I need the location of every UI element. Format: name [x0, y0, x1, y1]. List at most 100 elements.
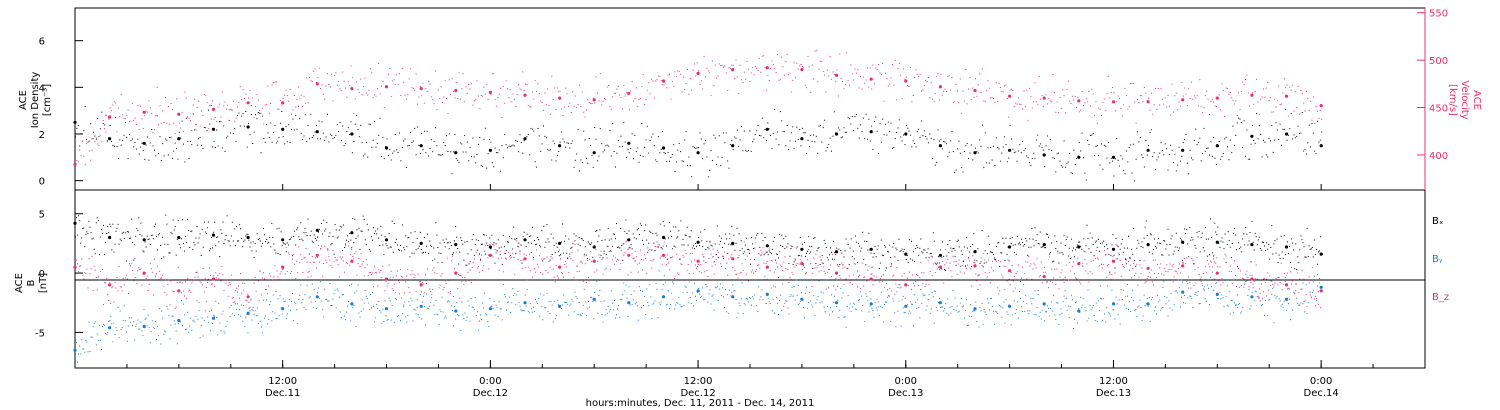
- scatter-dot: [317, 292, 318, 294]
- scatter-dot: [736, 227, 738, 229]
- scatter-dot: [461, 143, 463, 145]
- scatter-dot: [766, 251, 768, 253]
- scatter-dot: [926, 251, 928, 253]
- scatter-dot: [599, 229, 601, 231]
- scatter-dot: [112, 223, 114, 225]
- scatter-dot: [813, 237, 815, 239]
- scatter-dot: [1058, 323, 1060, 325]
- scatter-dot: [1244, 244, 1246, 246]
- scatter-dot: [114, 243, 116, 245]
- scatter-dot: [271, 280, 273, 281]
- scatter-dot: [290, 272, 291, 274]
- scatter-dot: [1076, 106, 1078, 108]
- scatter-dot: [993, 98, 994, 99]
- scatter-dot: [888, 251, 890, 253]
- scatter-dot: [218, 303, 220, 304]
- scatter-dot: [939, 99, 940, 101]
- scatter-dot: [702, 287, 704, 289]
- scatter-dot: [1087, 238, 1089, 240]
- scatter-dot: [1020, 152, 1022, 154]
- scatter-dot: [652, 133, 654, 135]
- scatter-dot: [713, 261, 715, 263]
- scatter-dot: [688, 273, 690, 275]
- scatter-dot: [667, 152, 669, 154]
- scatter-dot: [284, 94, 286, 96]
- scatter-dot: [990, 147, 992, 149]
- scatter-dot: [845, 326, 847, 328]
- scatter-dot: [216, 120, 218, 122]
- scatter-dot: [228, 282, 230, 284]
- scatter-dot: [693, 282, 695, 284]
- scatter-dot: [145, 110, 147, 112]
- scatter-dot: [517, 259, 519, 261]
- scatter-dot: [711, 159, 713, 161]
- scatter-dot: [326, 221, 328, 223]
- scatter-dot: [1263, 88, 1264, 90]
- scatter-dot: [519, 134, 521, 136]
- scatter-dot: [1222, 241, 1224, 243]
- scatter-dot: [807, 139, 809, 141]
- scatter-dot: [1227, 231, 1229, 233]
- scatter-dot: [544, 92, 546, 94]
- scatter-dot: [998, 242, 1000, 243]
- data-point: [211, 277, 216, 281]
- scatter-dot: [504, 253, 506, 255]
- scatter-dot: [934, 164, 936, 166]
- scatter-dot: [1127, 295, 1128, 297]
- scatter-dot: [224, 150, 226, 152]
- scatter-dot: [624, 230, 626, 232]
- scatter-dot: [296, 309, 298, 311]
- scatter-dot: [475, 162, 477, 164]
- scatter-dot: [876, 248, 878, 250]
- scatter-dot: [334, 257, 336, 258]
- scatter-dot: [336, 237, 338, 239]
- scatter-dot: [859, 245, 860, 247]
- scatter-dot: [1268, 138, 1270, 140]
- scatter-dot: [732, 149, 734, 151]
- scatter-dot: [400, 160, 402, 162]
- data-point: [1077, 245, 1081, 249]
- scatter-dot: [206, 281, 208, 283]
- scatter-dot: [1183, 302, 1184, 304]
- scatter-dot: [293, 254, 295, 255]
- scatter-dot: [1052, 261, 1054, 263]
- scatter-dot: [269, 304, 271, 306]
- scatter-dot: [173, 320, 175, 322]
- scatter-dot: [253, 131, 255, 133]
- scatter-dot: [969, 315, 971, 317]
- data-point: [73, 120, 77, 124]
- scatter-dot: [596, 230, 598, 231]
- scatter-dot: [734, 136, 736, 138]
- scatter-dot: [1103, 144, 1105, 146]
- scatter-dot: [813, 295, 815, 297]
- scatter-dot: [923, 130, 925, 132]
- scatter-dot: [133, 146, 135, 148]
- scatter-dot: [642, 156, 644, 158]
- scatter-dot: [680, 263, 682, 265]
- scatter-dot: [576, 265, 578, 267]
- scatter-dot: [963, 100, 965, 102]
- scatter-dot: [710, 303, 712, 305]
- scatter-dot: [433, 140, 435, 142]
- data-point: [1250, 277, 1254, 281]
- scatter-dot: [444, 280, 446, 282]
- scatter-dot: [1174, 95, 1176, 97]
- scatter-dot: [1266, 242, 1268, 244]
- scatter-dot: [1286, 241, 1288, 243]
- scatter-dot: [436, 313, 438, 315]
- scatter-dot: [83, 155, 85, 157]
- scatter-dot: [91, 149, 93, 151]
- scatter-dot: [759, 134, 760, 136]
- scatter-dot: [1268, 243, 1270, 245]
- scatter-dot: [283, 243, 285, 245]
- scatter-dot: [237, 115, 238, 117]
- scatter-dot: [314, 257, 316, 259]
- scatter-dot: [489, 91, 490, 93]
- scatter-dot: [94, 321, 96, 323]
- scatter-dot: [1319, 109, 1321, 111]
- scatter-dot: [1110, 255, 1112, 257]
- scatter-dot: [371, 72, 373, 74]
- scatter-dot: [706, 286, 708, 288]
- scatter-dot: [1210, 141, 1212, 143]
- scatter-dot: [1076, 158, 1078, 160]
